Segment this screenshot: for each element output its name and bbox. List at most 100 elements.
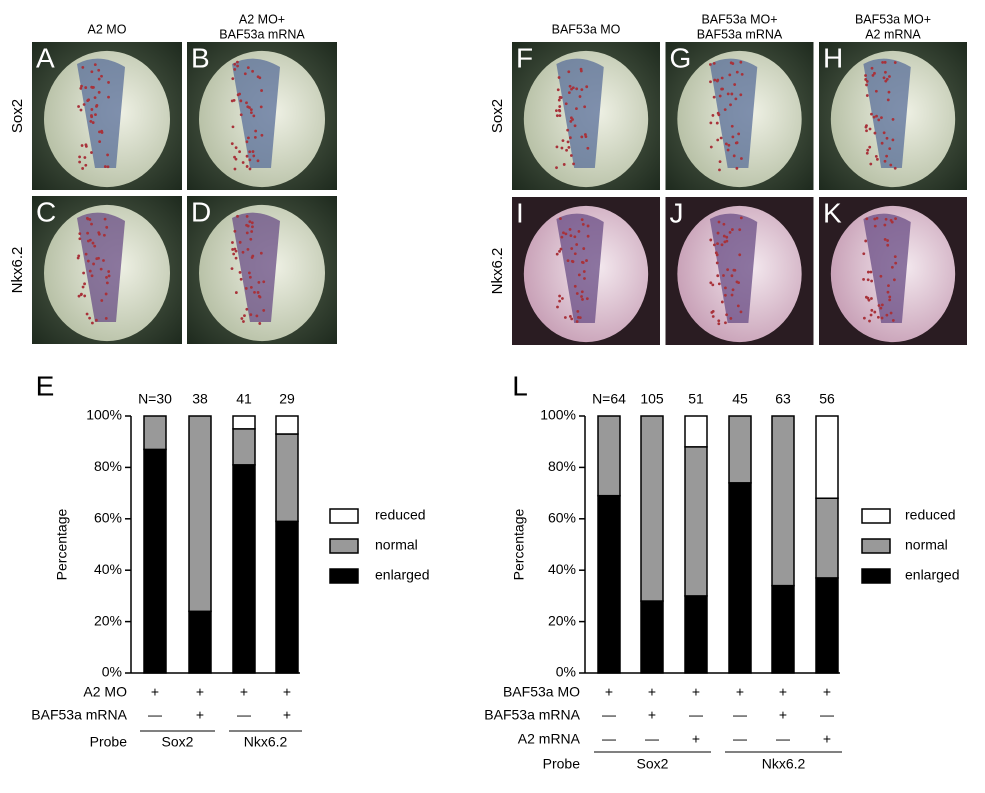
stain-dot [259,105,263,109]
stain-dot [869,270,873,274]
stain-dot [586,146,590,150]
stain-dot [91,121,95,124]
stain-dot [558,114,562,118]
stain-dot [236,93,240,97]
n-label: 105 [640,391,664,407]
stain-dot [885,77,889,81]
stain-dot [709,145,713,149]
stain-dot [564,102,568,106]
stain-dot [722,274,725,277]
neural-plate [709,58,758,168]
stain-dot [559,247,563,251]
neural-plate [863,58,911,168]
stain-dot [575,243,579,246]
stain-dot [736,304,740,308]
stain-dot [864,74,867,77]
panel-letter: G [670,42,692,73]
bar-segment [815,577,839,674]
stain-dot [562,231,565,235]
stain-dot [718,168,721,172]
stain-dot [585,297,589,301]
panel-letter: A [36,42,55,73]
stain-dot [709,281,713,285]
stain-dot [730,293,734,297]
stain-dot [572,162,575,166]
neural-plate [232,212,280,322]
condition-value: + [823,731,831,747]
stain-dot [880,116,883,120]
stain-dot [720,243,724,247]
stain-dot [103,165,107,168]
stain-dot [724,286,727,290]
stain-dot [83,156,87,159]
stain-dot [581,223,585,226]
row-label: Sox2 [9,99,26,133]
stain-dot [257,280,261,284]
stain-dot [88,316,92,320]
condition-value: + [196,684,204,700]
stain-dot [740,157,743,160]
stain-dot [93,244,97,248]
stain-dot [246,247,250,251]
bar-segment [728,482,752,674]
stain-dot [78,160,82,164]
stain-dot [90,114,93,117]
bar-segment [188,610,212,674]
stain-dot [870,297,873,300]
stain-dot [580,135,584,139]
stain-dot [256,291,260,294]
stain-dot [716,231,720,235]
stain-dot [891,117,895,121]
row-label: Nkx6.2 [489,248,506,295]
stain-dot [557,108,561,112]
stain-dot [234,157,238,161]
stain-dot [731,288,735,292]
column-header: A2 MO [88,22,127,36]
stain-dot [880,303,884,307]
stain-dot [725,235,729,239]
stain-dot [718,160,722,164]
stain-dot [726,268,730,272]
stain-dot [735,166,739,170]
panel-letter: F [516,42,533,73]
stain-dot [864,125,868,129]
stain-dot [581,261,585,264]
stain-dot [98,140,102,144]
stain-dot [586,234,590,238]
stain-dot [894,217,897,221]
stain-dot [870,66,874,70]
condition-value: + [151,684,159,700]
condition-value: — [733,707,747,723]
stain-dot [717,282,721,286]
stain-dot [874,155,878,158]
stain-dot [568,228,572,231]
stain-dot [868,319,871,323]
stain-dot [86,231,89,235]
stain-dot [893,255,897,259]
stain-dot [883,238,887,241]
condition-label: BAF53a mRNA [31,707,127,723]
stain-dot [868,127,872,131]
stain-dot [889,311,893,315]
stain-dot [864,295,868,299]
legend-label: enlarged [905,567,960,583]
stain-dot [93,96,97,100]
stain-dot [724,321,727,325]
stain-dot [885,154,889,158]
bar-segment [232,464,256,674]
bar-segment [728,415,752,484]
stain-dot [716,78,720,82]
column-header: A2 MO+ [239,12,285,26]
stain-dot [107,95,110,99]
stain-dot [97,77,101,81]
stain-dot [95,103,99,107]
panel-letter: J [670,197,684,228]
panel-label: E [36,370,55,401]
y-tick-label: 60% [94,510,122,526]
stain-dot [241,250,245,254]
y-axis-label: Percentage [54,508,70,580]
stain-dot [100,299,104,302]
stain-dot [889,163,893,167]
stain-dot [230,142,234,146]
